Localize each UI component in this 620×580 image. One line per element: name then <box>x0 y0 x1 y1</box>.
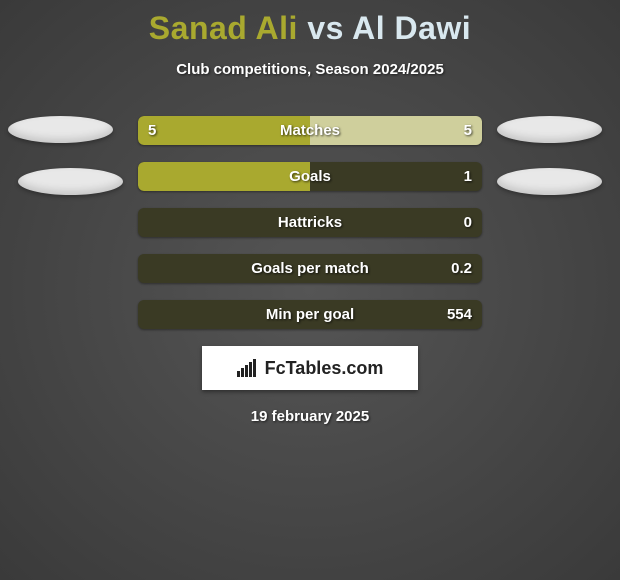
stat-value-right: 0 <box>464 208 472 237</box>
left-player-marker <box>8 116 113 143</box>
stat-row: Min per goal554 <box>138 300 482 329</box>
comparison-title: Sanad Ali vs Al Dawi <box>0 0 620 47</box>
bar-chart-icon <box>237 359 259 377</box>
stat-fill-right <box>310 116 482 145</box>
branding-text: FcTables.com <box>265 358 384 379</box>
stat-label: Goals per match <box>138 254 482 283</box>
player2-name: Al Dawi <box>352 10 471 46</box>
stat-row: 5Matches5 <box>138 116 482 145</box>
left-player-marker <box>18 168 123 195</box>
branding-badge: FcTables.com <box>202 346 418 390</box>
stat-value-right: 5 <box>464 116 472 145</box>
right-player-marker <box>497 116 602 143</box>
stat-row: Goals per match0.2 <box>138 254 482 283</box>
stat-value-right: 1 <box>464 162 472 191</box>
stat-row: Hattricks0 <box>138 208 482 237</box>
comparison-chart: 5Matches5 Goals1 Hattricks0 Goals per match… <box>0 116 620 329</box>
date-label: 19 february 2025 <box>0 408 620 425</box>
subtitle: Club competitions, Season 2024/2025 <box>0 61 620 78</box>
stat-value-left: 5 <box>148 116 156 145</box>
stat-value-right: 0.2 <box>451 254 472 283</box>
right-player-marker <box>497 168 602 195</box>
stat-fill-left <box>138 116 310 145</box>
stat-row: Goals1 <box>138 162 482 191</box>
vs-label: vs <box>307 10 344 46</box>
stat-label: Min per goal <box>138 300 482 329</box>
player1-name: Sanad Ali <box>149 10 298 46</box>
stat-fill-left <box>138 162 310 191</box>
stat-label: Hattricks <box>138 208 482 237</box>
stat-value-right: 554 <box>447 300 472 329</box>
